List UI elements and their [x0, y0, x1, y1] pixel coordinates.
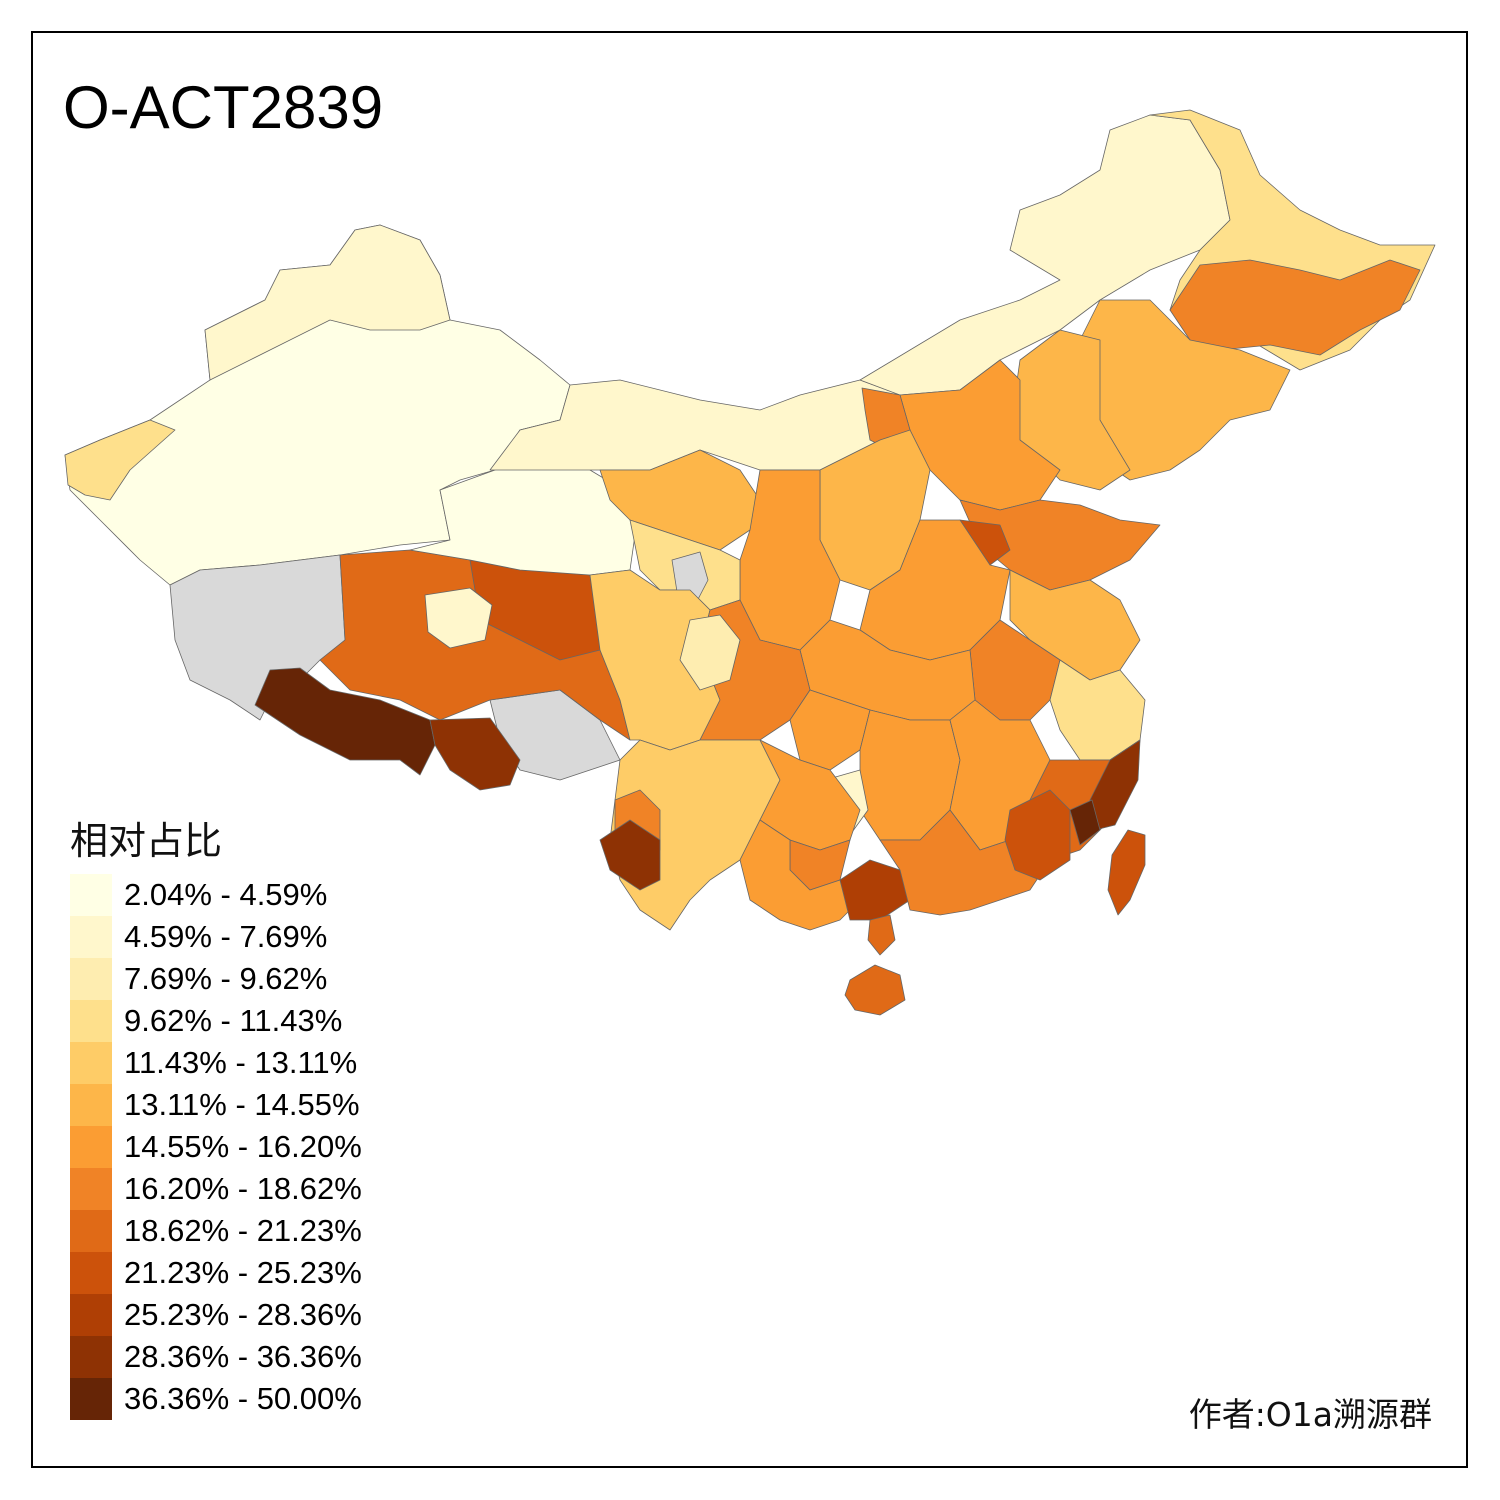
region-fujian-dark — [1069, 799, 1101, 846]
legend-row: 2.04% - 4.59% — [70, 874, 362, 916]
map-title: O-ACT2839 — [63, 74, 384, 141]
legend-row: 28.36% - 36.36% — [70, 1336, 362, 1378]
legend-label: 7.69% - 9.62% — [124, 961, 328, 996]
legend-row: 14.55% - 16.20% — [70, 1126, 362, 1168]
legend-label: 2.04% - 4.59% — [124, 877, 328, 912]
region-fujian-coast — [1089, 739, 1141, 831]
legend-swatch — [70, 1168, 112, 1210]
legend-swatch — [70, 1126, 112, 1168]
legend: 相对占比 2.04% - 4.59% 4.59% - 7.69% 7.69% -… — [70, 822, 362, 1420]
legend-label: 16.20% - 18.62% — [124, 1171, 362, 1206]
legend-row: 13.11% - 14.55% — [70, 1084, 362, 1126]
legend-row: 11.43% - 13.11% — [70, 1042, 362, 1084]
legend-swatch — [70, 1378, 112, 1420]
author-credit: 作者:O1a溯源群 — [1188, 1395, 1432, 1434]
legend-swatch — [70, 1042, 112, 1084]
legend-label: 25.23% - 28.36% — [124, 1297, 362, 1332]
legend-row: 7.69% - 9.62% — [70, 958, 362, 1000]
region-ningxia-gansu-east — [599, 449, 761, 551]
legend-row: 9.62% - 11.43% — [70, 1000, 362, 1042]
legend-label: 14.55% - 16.20% — [124, 1129, 362, 1164]
map-frame — [31, 31, 1468, 1468]
legend-label: 28.36% - 36.36% — [124, 1339, 362, 1374]
region-tibet-lake — [424, 587, 493, 649]
region-tibet-southeast — [429, 717, 521, 791]
legend-label: 9.62% - 11.43% — [124, 1003, 343, 1038]
legend-swatch — [70, 958, 112, 1000]
legend-swatch — [70, 874, 112, 916]
legend-row: 16.20% - 18.62% — [70, 1168, 362, 1210]
legend-row: 36.36% - 50.00% — [70, 1378, 362, 1420]
region-hainan — [844, 964, 906, 1016]
region-taiwan — [1107, 829, 1146, 916]
region-leizhou — [867, 914, 896, 956]
legend-row: 21.23% - 25.23% — [70, 1252, 362, 1294]
legend-swatch — [70, 916, 112, 958]
legend-row: 25.23% - 28.36% — [70, 1294, 362, 1336]
legend-row: 18.62% - 21.23% — [70, 1210, 362, 1252]
region-xinjiang-north — [204, 224, 451, 381]
legend-label: 21.23% - 25.23% — [124, 1255, 362, 1290]
legend-title: 相对占比 — [70, 819, 223, 863]
legend-swatch — [70, 1294, 112, 1336]
legend-swatch — [70, 1084, 112, 1126]
region-heilongjiang-east — [1169, 259, 1421, 356]
region-shandong — [959, 499, 1161, 591]
legend-label: 4.59% - 7.69% — [124, 919, 328, 954]
legend-row: 4.59% - 7.69% — [70, 916, 362, 958]
legend-swatch — [70, 1252, 112, 1294]
legend-label: 18.62% - 21.23% — [124, 1213, 362, 1248]
legend-label: 13.11% - 14.55% — [124, 1087, 360, 1122]
region-yunnan-southwest — [599, 819, 661, 891]
region-guangdong-east — [1004, 789, 1071, 881]
legend-label: 11.43% - 13.11% — [124, 1045, 358, 1080]
legend-swatch — [70, 1210, 112, 1252]
legend-label: 36.36% - 50.00% — [124, 1381, 362, 1416]
region-sichuan-basin — [679, 614, 741, 691]
region-xinjiang-west — [64, 419, 176, 501]
legend-swatch — [70, 1336, 112, 1378]
legend-swatch — [70, 1000, 112, 1042]
